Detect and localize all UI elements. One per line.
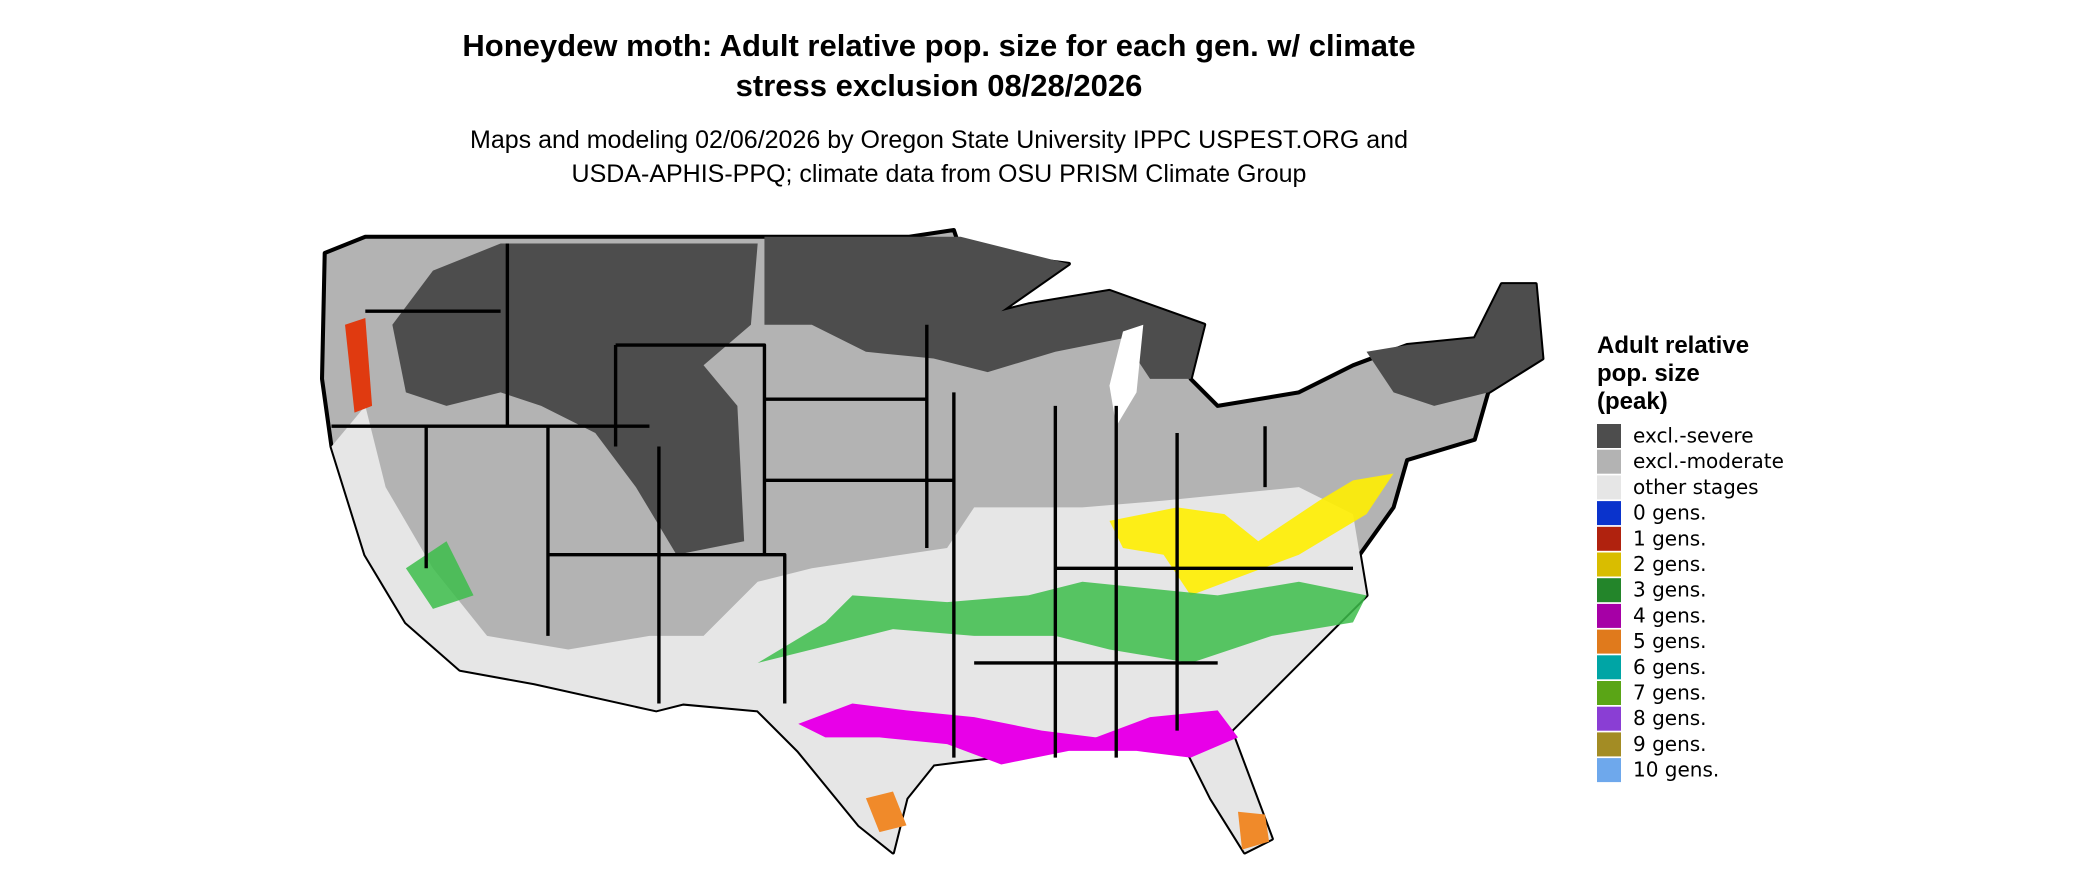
- legend-title: (peak): [1597, 388, 1668, 415]
- band-5-gens: [865, 791, 907, 833]
- legend-label: 5 gens.: [1633, 629, 1707, 653]
- title: Honeydew moth: Adult relative pop. size …: [462, 28, 1415, 63]
- legend-label: 1 gens.: [1633, 526, 1707, 550]
- title: stress exclusion 08/28/2026: [736, 68, 1143, 103]
- band-3-gens: [405, 541, 474, 609]
- legend-swatch: [1597, 475, 1621, 500]
- legend-swatch: [1597, 603, 1621, 628]
- legend-swatch: [1597, 681, 1621, 705]
- legend-label: 6 gens.: [1633, 655, 1707, 679]
- legend-swatch: [1597, 706, 1621, 731]
- legend-title: pop. size: [1597, 360, 1700, 387]
- legend-label: 10 gens.: [1633, 758, 1719, 782]
- legend-label: 8 gens.: [1633, 706, 1707, 730]
- legend-label: excl.-severe: [1633, 424, 1754, 448]
- map: [319, 227, 1545, 855]
- legend-swatch: [1597, 578, 1621, 603]
- band-2-gens: [1109, 473, 1394, 596]
- legend-swatch: [1597, 758, 1621, 783]
- legend-swatch: [1597, 501, 1621, 526]
- legend-swatch: [1597, 526, 1621, 551]
- region-excl-severe: [1366, 284, 1543, 406]
- legend-label: 9 gens.: [1633, 732, 1707, 756]
- legend-swatch: [1597, 424, 1621, 448]
- legend-label: 0 gens.: [1633, 501, 1707, 525]
- region-excl-severe: [392, 243, 758, 555]
- legend: Adult relative pop. size (peak) excl.-se…: [1597, 332, 1784, 783]
- band-4-gens: [798, 703, 1238, 765]
- legend-swatch: [1597, 629, 1621, 654]
- legend-swatch: [1597, 655, 1621, 680]
- legend-swatch: [1597, 449, 1621, 474]
- subtitle: USDA-APHIS-PPQ; climate data from OSU PR…: [572, 160, 1307, 188]
- legend-swatch: [1597, 732, 1621, 757]
- legend-title: Adult relative: [1597, 332, 1749, 359]
- region-excl-severe: [764, 236, 1205, 379]
- band-5-gens: [1237, 811, 1270, 850]
- band-3-gens: [757, 581, 1367, 663]
- state-lines: [331, 243, 1354, 758]
- band-1-gens: [345, 317, 373, 413]
- legend-label: 4 gens.: [1633, 603, 1707, 627]
- legend-swatch: [1597, 552, 1621, 577]
- lake: [1109, 324, 1144, 427]
- legend-label: other stages: [1633, 475, 1759, 499]
- legend-label: 7 gens.: [1633, 681, 1707, 705]
- legend-label: 2 gens.: [1633, 552, 1707, 576]
- legend-label: excl.-moderate: [1633, 449, 1784, 473]
- legend-label: 3 gens.: [1633, 578, 1707, 602]
- subtitle: Maps and modeling 02/06/2026 by Oregon S…: [470, 126, 1408, 154]
